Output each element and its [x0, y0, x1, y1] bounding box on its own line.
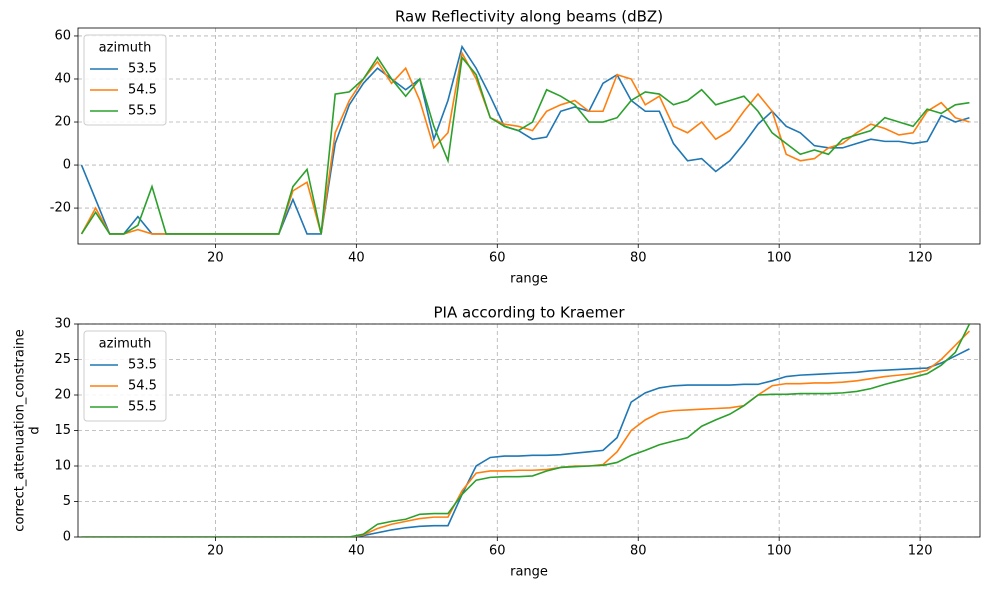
y-tick-label: 10	[54, 459, 71, 474]
axes: -20 0 20 40 60 20 40 60 80 100 120	[50, 27, 981, 266]
legend-box	[83, 34, 167, 126]
x-axis-label: range	[510, 565, 548, 580]
x-tick-label: 20	[207, 251, 224, 266]
x-tick-label: 120	[908, 544, 933, 559]
y-tick-label: 0	[63, 530, 71, 545]
x-axis-label: range	[510, 272, 548, 287]
y-tick-label: 60	[54, 28, 71, 43]
legend-label: 53.5	[128, 62, 157, 77]
x-tick-label: 40	[348, 251, 365, 266]
axes-frame	[77, 27, 981, 245]
x-tick-label: 120	[908, 251, 933, 266]
chart-title: PIA according to Kraemer	[433, 304, 625, 322]
series-group	[81, 324, 971, 537]
y-tick-label: 0	[63, 158, 71, 173]
y-tick-label: 20	[54, 388, 71, 403]
data-line	[81, 348, 970, 537]
data-line	[81, 330, 970, 537]
x-tick-label: 60	[489, 544, 506, 559]
legend-label: 54.5	[128, 379, 157, 394]
y-tick-label: 40	[54, 71, 71, 86]
legend: azimuth 53.5 54.5 55.5	[83, 330, 167, 422]
y-axis-label: d	[28, 426, 43, 434]
data-line	[81, 324, 971, 537]
y-tick-label: 15	[54, 423, 71, 438]
data-line	[80, 50, 970, 235]
x-tick-label: 100	[767, 251, 792, 266]
y-tick-label: 25	[54, 352, 71, 367]
x-tick-label: 80	[630, 544, 647, 559]
x-tick-label: 100	[767, 544, 792, 559]
data-line	[80, 44, 970, 235]
axes-frame	[77, 323, 981, 538]
y-axis-label: correct_attenuation_constraine	[13, 329, 28, 531]
axes: 0 5 10 15 20 25 30 20 40 60 80 100 120	[54, 317, 981, 559]
chart-title: Raw Reflectivity along beams (dBZ)	[395, 8, 663, 26]
x-tick-label: 20	[207, 544, 224, 559]
data-line	[80, 55, 970, 235]
legend-label: 53.5	[128, 358, 157, 373]
y-tick-label: -20	[50, 201, 71, 216]
legend-label: 55.5	[128, 400, 157, 415]
x-tick-label: 40	[348, 544, 365, 559]
series-group	[80, 44, 970, 235]
legend-title: azimuth	[99, 41, 152, 56]
legend-box	[83, 330, 167, 422]
y-tick-label: 5	[63, 494, 71, 509]
x-tick-label: 60	[489, 251, 506, 266]
x-tick-label: 80	[630, 251, 647, 266]
legend-label: 55.5	[128, 104, 157, 119]
y-tick-label: 30	[54, 317, 71, 332]
legend: azimuth 53.5 54.5 55.5	[83, 34, 167, 126]
legend-label: 54.5	[128, 83, 157, 98]
y-tick-label: 20	[54, 115, 71, 130]
legend-title: azimuth	[99, 337, 152, 352]
